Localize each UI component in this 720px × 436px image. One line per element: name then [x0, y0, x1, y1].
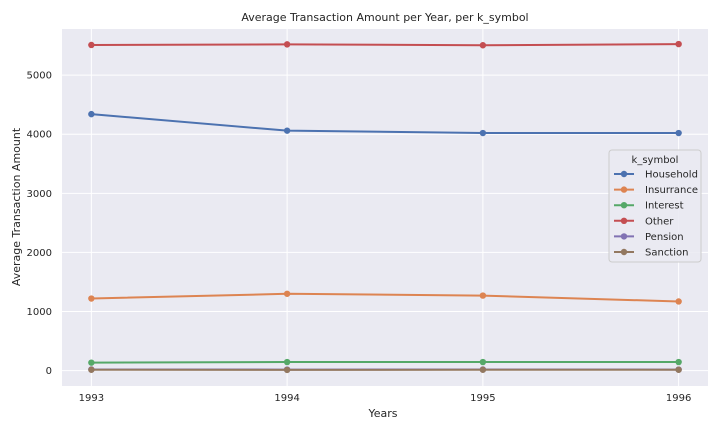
legend-marker: [621, 202, 627, 208]
series-line: [91, 362, 678, 363]
data-point: [480, 292, 486, 298]
data-point: [88, 111, 94, 117]
legend-marker: [621, 249, 627, 255]
legend-label: Insurrance: [645, 185, 698, 196]
x-axis-label: Years: [367, 407, 397, 420]
legend: k_symbol Household Insurrance Interest Othe…: [609, 150, 701, 262]
data-point: [284, 359, 290, 365]
x-tick-label: 1996: [666, 393, 691, 404]
data-point: [284, 367, 290, 373]
legend-label: Pension: [645, 232, 684, 243]
legend-label: Other: [645, 216, 674, 227]
data-point: [480, 359, 486, 365]
data-point: [480, 130, 486, 136]
data-point: [88, 367, 94, 373]
y-tick-label: 5000: [27, 71, 52, 82]
legend-label: Household: [645, 170, 698, 181]
data-point: [284, 291, 290, 297]
data-point: [284, 41, 290, 47]
y-tick-label: 0: [46, 366, 52, 377]
legend-label: Interest: [645, 201, 684, 212]
y-tick-label: 3000: [27, 189, 52, 200]
data-point: [284, 127, 290, 133]
y-tick-label: 1000: [27, 307, 52, 318]
data-point: [675, 41, 681, 47]
data-point: [480, 42, 486, 48]
legend-marker: [621, 171, 627, 177]
x-tick-label: 1994: [274, 393, 299, 404]
data-point: [88, 42, 94, 48]
data-point: [480, 367, 486, 373]
legend-title: k_symbol: [632, 155, 679, 166]
data-point: [675, 298, 681, 304]
legend-marker: [621, 233, 627, 239]
data-point: [675, 367, 681, 373]
y-axis-label: Average Transaction Amount: [10, 127, 23, 286]
legend-marker: [621, 218, 627, 224]
data-point: [88, 295, 94, 301]
x-tick-label: 1995: [470, 393, 495, 404]
y-tick-label: 2000: [27, 248, 52, 259]
series-line: [91, 44, 678, 45]
legend-marker: [621, 186, 627, 192]
data-point: [88, 359, 94, 365]
legend-label: Sanction: [645, 248, 688, 259]
chart-title: Average Transaction Amount per Year, per…: [241, 11, 528, 24]
x-tick-label: 1993: [79, 393, 104, 404]
data-point: [675, 359, 681, 365]
data-point: [675, 130, 681, 136]
y-tick-label: 4000: [27, 130, 52, 141]
